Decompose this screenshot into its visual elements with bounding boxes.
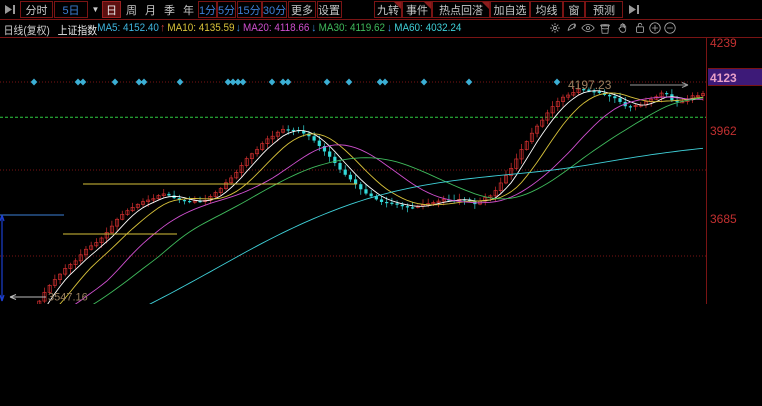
svg-text:3547.16: 3547.16 xyxy=(48,292,88,304)
svg-text:4197.23: 4197.23 xyxy=(568,78,612,92)
